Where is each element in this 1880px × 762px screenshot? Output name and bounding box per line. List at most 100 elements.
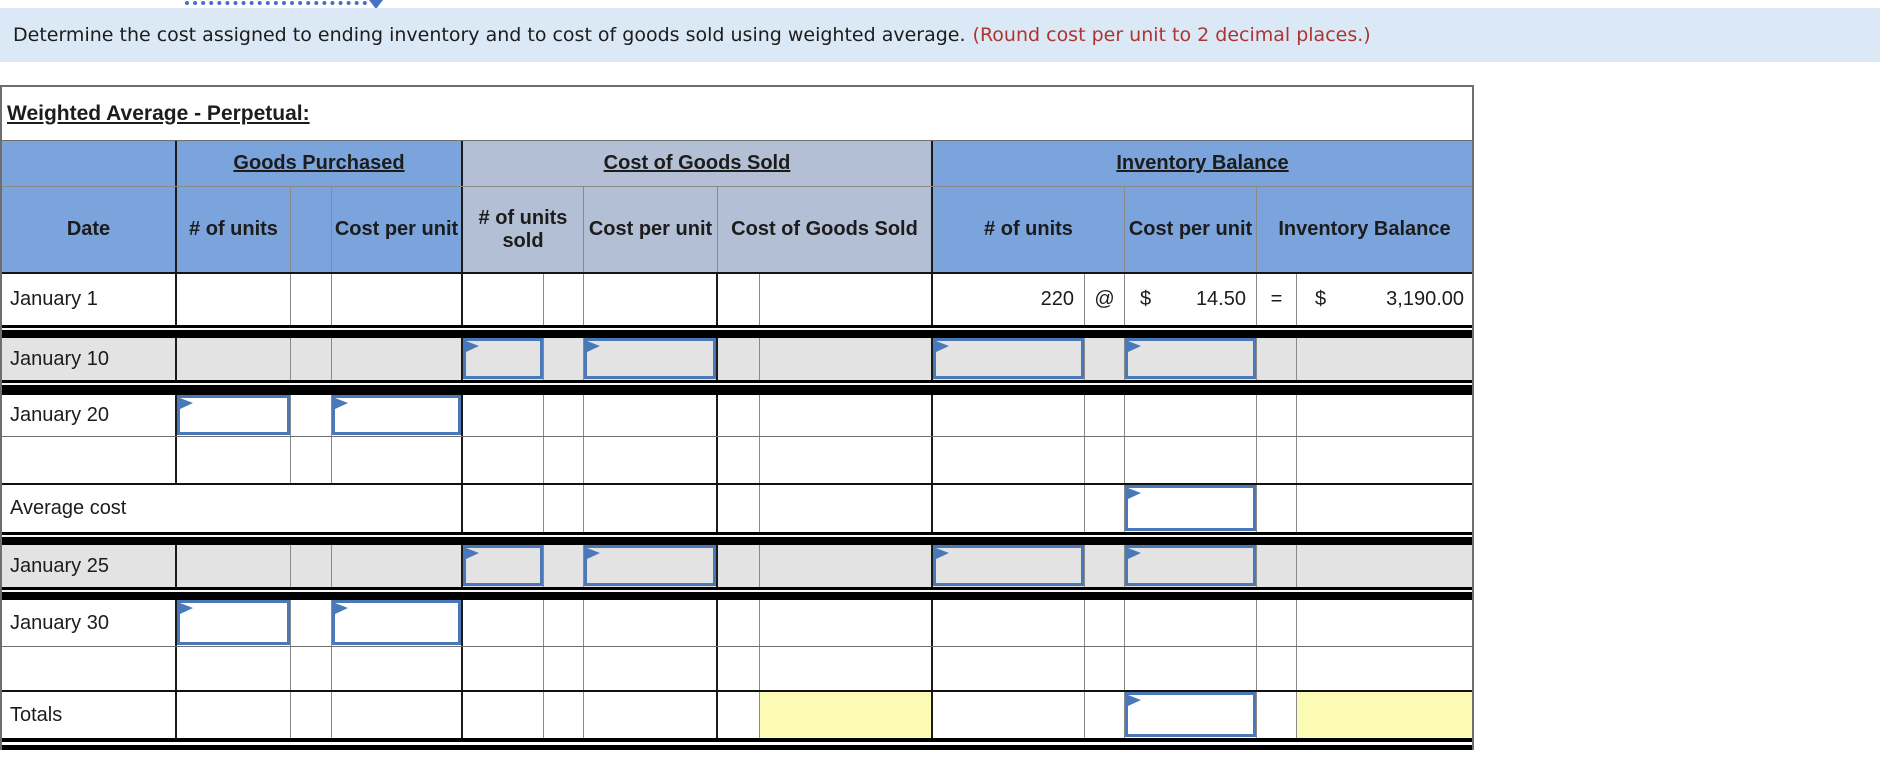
input-jan25-ib-units[interactable] bbox=[933, 545, 1084, 586]
empty-cell bbox=[933, 647, 1085, 690]
empty-cell bbox=[544, 600, 584, 646]
empty-cell bbox=[718, 600, 760, 646]
input-jan10-cogs-units[interactable] bbox=[463, 338, 543, 379]
empty-cell bbox=[291, 647, 332, 690]
shaded-cell bbox=[1125, 545, 1257, 587]
empty-cell bbox=[760, 485, 933, 532]
input-jan10-ib-units[interactable] bbox=[933, 338, 1084, 379]
caret-down-icon bbox=[369, 0, 383, 9]
shaded-cell bbox=[177, 338, 291, 380]
empty-cell bbox=[1257, 395, 1297, 436]
empty-cell bbox=[1085, 647, 1125, 690]
empty-cell bbox=[760, 274, 933, 325]
row-totals: Totals bbox=[2, 692, 1472, 738]
col-header-ib-cost: Cost per unit bbox=[1125, 187, 1257, 272]
shaded-cell bbox=[544, 545, 584, 587]
empty-cell bbox=[463, 692, 544, 738]
empty-cell bbox=[291, 692, 332, 738]
empty-cell bbox=[760, 437, 933, 483]
shaded-cell bbox=[584, 338, 718, 380]
date-label: January 25 bbox=[2, 545, 177, 587]
input-jan25-cogs-units[interactable] bbox=[463, 545, 543, 586]
cell-jan1-ib-units: 220 bbox=[933, 274, 1085, 325]
highlight-cell-ib-total bbox=[1297, 692, 1472, 738]
empty-cell bbox=[718, 437, 760, 483]
empty-cell bbox=[332, 600, 463, 646]
empty-cell bbox=[584, 274, 718, 325]
black-separator bbox=[2, 325, 1472, 338]
empty-cell bbox=[544, 692, 584, 738]
empty-cell bbox=[718, 485, 760, 532]
col-header-cogs-total: Cost of Goods Sold bbox=[718, 187, 933, 272]
empty-cell bbox=[760, 600, 933, 646]
shaded-cell bbox=[291, 338, 332, 380]
rounding-note: (Round cost per unit to 2 decimal places… bbox=[972, 24, 1371, 46]
input-jan20-gp-cost[interactable] bbox=[332, 395, 461, 435]
input-jan10-ib-cost[interactable] bbox=[1125, 338, 1256, 379]
shaded-cell bbox=[1297, 545, 1472, 587]
black-separator bbox=[2, 587, 1472, 600]
input-jan30-gp-units[interactable] bbox=[177, 600, 290, 645]
empty-cell bbox=[1257, 437, 1297, 483]
shaded-cell bbox=[1297, 338, 1472, 380]
black-separator bbox=[2, 380, 1472, 395]
empty-cell bbox=[177, 600, 291, 646]
date-label: January 20 bbox=[2, 395, 177, 436]
empty-cell bbox=[544, 485, 584, 532]
empty-cell bbox=[177, 647, 291, 690]
empty-cell bbox=[584, 692, 718, 738]
shaded-cell bbox=[463, 338, 544, 380]
empty-cell bbox=[463, 600, 544, 646]
empty-cell bbox=[1085, 692, 1125, 738]
table-title-row: Weighted Average - Perpetual: bbox=[2, 87, 1472, 141]
empty-cell bbox=[1257, 692, 1297, 738]
empty-cell bbox=[1297, 395, 1472, 436]
empty-cell bbox=[1085, 485, 1125, 532]
col-header-date: Date bbox=[2, 187, 177, 272]
empty-cell bbox=[1297, 437, 1472, 483]
empty-cell bbox=[1085, 395, 1125, 436]
empty-cell bbox=[1125, 647, 1257, 690]
shaded-cell bbox=[463, 545, 544, 587]
empty-cell bbox=[463, 437, 544, 483]
empty-cell bbox=[584, 437, 718, 483]
empty-cell bbox=[332, 437, 463, 483]
row-january-25: January 25 bbox=[2, 545, 1472, 587]
currency-symbol: $ bbox=[1140, 288, 1152, 310]
empty-cell bbox=[718, 647, 760, 690]
input-average-ib-cost[interactable] bbox=[1125, 485, 1256, 531]
input-jan10-cogs-cost[interactable] bbox=[584, 338, 716, 379]
shaded-cell bbox=[1257, 545, 1297, 587]
instruction-text: Determine the cost assigned to ending in… bbox=[13, 24, 966, 46]
empty-cell bbox=[718, 395, 760, 436]
empty-cell bbox=[933, 395, 1085, 436]
empty-cell bbox=[1297, 647, 1472, 690]
table-title: Weighted Average - Perpetual: bbox=[7, 101, 310, 125]
shaded-cell bbox=[718, 545, 760, 587]
input-jan30-gp-cost[interactable] bbox=[332, 600, 461, 645]
shaded-cell bbox=[1085, 545, 1125, 587]
input-totals-ib-cost[interactable] bbox=[1125, 692, 1256, 737]
input-jan25-cogs-cost[interactable] bbox=[584, 545, 716, 586]
row-january-20: January 20 bbox=[2, 395, 1472, 437]
empty-cell bbox=[463, 647, 544, 690]
empty-cell bbox=[332, 395, 463, 436]
empty-cell bbox=[1125, 600, 1257, 646]
col-header-ib-total: Inventory Balance bbox=[1257, 187, 1472, 272]
row-january-10: January 10 bbox=[2, 338, 1472, 380]
input-jan25-ib-cost[interactable] bbox=[1125, 545, 1256, 586]
cell-jan1-at-symbol: @ bbox=[1085, 274, 1125, 325]
row-january-30: January 30 bbox=[2, 600, 1472, 647]
ib-total-value: 3,190.00 bbox=[1386, 288, 1464, 310]
shaded-cell bbox=[760, 545, 933, 587]
totals-label: Totals bbox=[2, 692, 177, 738]
instruction-banner: Determine the cost assigned to ending in… bbox=[0, 8, 1880, 62]
shaded-cell bbox=[933, 545, 1085, 587]
empty-cell bbox=[544, 437, 584, 483]
empty-cell bbox=[933, 600, 1085, 646]
empty-cell bbox=[2, 437, 177, 483]
row-january-1: January 1 220 @ $ 14.50 = $ 3,190.00 bbox=[2, 274, 1472, 325]
group-header-row: Goods Purchased Cost of Goods Sold Inven… bbox=[2, 141, 1472, 187]
row-average-cost: Average cost bbox=[2, 485, 1472, 532]
input-jan20-gp-units[interactable] bbox=[177, 395, 290, 435]
